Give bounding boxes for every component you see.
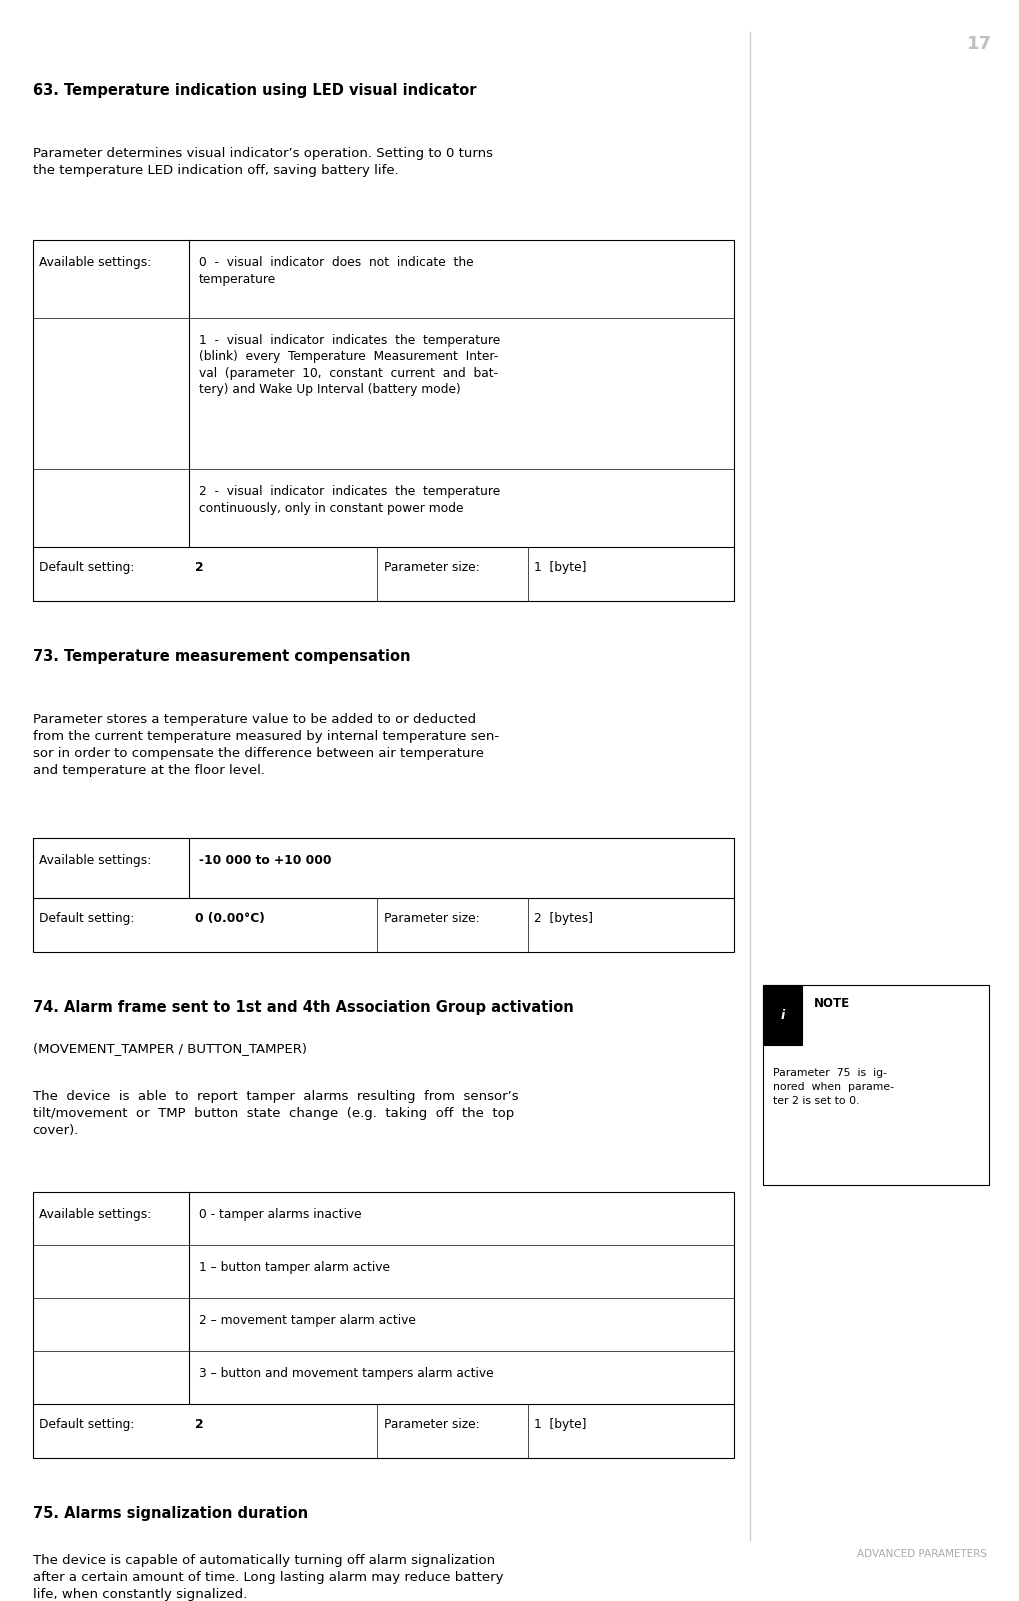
Text: Parameter stores a temperature value to be added to or deducted
from the current: Parameter stores a temperature value to … bbox=[33, 712, 498, 776]
Text: Default setting:: Default setting: bbox=[39, 913, 135, 925]
Text: 0  -  visual  indicator  does  not  indicate  the
temperature: 0 - visual indicator does not indicate t… bbox=[199, 256, 473, 285]
Text: 1  [byte]: 1 [byte] bbox=[534, 1418, 586, 1431]
Text: 17: 17 bbox=[965, 35, 990, 53]
Text: Parameter size:: Parameter size: bbox=[383, 913, 479, 925]
Text: -10 000 to +10 000: -10 000 to +10 000 bbox=[199, 853, 331, 868]
Text: (MOVEMENT_TAMPER / BUTTON_TAMPER): (MOVEMENT_TAMPER / BUTTON_TAMPER) bbox=[33, 1042, 307, 1055]
Text: Default setting:: Default setting: bbox=[39, 1418, 135, 1431]
Text: 0 - tamper alarms inactive: 0 - tamper alarms inactive bbox=[199, 1209, 361, 1222]
Text: 2  [bytes]: 2 [bytes] bbox=[534, 913, 593, 925]
Text: 1  -  visual  indicator  indicates  the  temperature
(blink)  every  Temperature: 1 - visual indicator indicates the tempe… bbox=[199, 333, 499, 395]
Text: 74. Alarm frame sent to 1st and 4th Association Group activation: 74. Alarm frame sent to 1st and 4th Asso… bbox=[33, 1001, 573, 1015]
Text: 2  -  visual  indicator  indicates  the  temperature
continuously, only in const: 2 - visual indicator indicates the tempe… bbox=[199, 485, 499, 514]
Text: i: i bbox=[780, 1009, 784, 1021]
Bar bbox=[33, 837, 734, 953]
Text: 75. Alarms signalization duration: 75. Alarms signalization duration bbox=[33, 1507, 308, 1521]
Text: 2: 2 bbox=[195, 560, 203, 575]
Text: NOTE: NOTE bbox=[813, 997, 849, 1010]
Text: 1 – button tamper alarm active: 1 – button tamper alarm active bbox=[199, 1262, 389, 1274]
Text: Available settings:: Available settings: bbox=[39, 1209, 151, 1222]
Bar bbox=[33, 1193, 734, 1459]
Text: ADVANCED PARAMETERS: ADVANCED PARAMETERS bbox=[857, 1550, 986, 1559]
Text: 2 – movement tamper alarm active: 2 – movement tamper alarm active bbox=[199, 1314, 416, 1327]
Text: 0 (0.00°C): 0 (0.00°C) bbox=[195, 913, 264, 925]
Bar bbox=[762, 985, 801, 1045]
Bar bbox=[33, 240, 734, 600]
Text: 1  [byte]: 1 [byte] bbox=[534, 560, 586, 575]
Text: Default setting:: Default setting: bbox=[39, 560, 135, 575]
Text: 73. Temperature measurement compensation: 73. Temperature measurement compensation bbox=[33, 648, 410, 664]
Text: Parameter size:: Parameter size: bbox=[383, 560, 479, 575]
Text: The  device  is  able  to  report  tamper  alarms  resulting  from  sensor’s
til: The device is able to report tamper alar… bbox=[33, 1090, 518, 1137]
Bar bbox=[762, 985, 988, 1185]
Text: Available settings:: Available settings: bbox=[39, 256, 151, 269]
Text: Parameter determines visual indicator’s operation. Setting to 0 turns
the temper: Parameter determines visual indicator’s … bbox=[33, 147, 492, 178]
Text: 63. Temperature indication using LED visual indicator: 63. Temperature indication using LED vis… bbox=[33, 83, 476, 98]
Text: Parameter size:: Parameter size: bbox=[383, 1418, 479, 1431]
Text: The device is capable of automatically turning off alarm signalization
after a c: The device is capable of automatically t… bbox=[33, 1555, 510, 1601]
Text: 2: 2 bbox=[195, 1418, 203, 1431]
Text: Available settings:: Available settings: bbox=[39, 853, 151, 868]
Text: 3 – button and movement tampers alarm active: 3 – button and movement tampers alarm ac… bbox=[199, 1367, 493, 1380]
Text: Parameter  75  is  ig-
nored  when  parame-
ter 2 is set to 0.: Parameter 75 is ig- nored when parame- t… bbox=[772, 1068, 894, 1106]
